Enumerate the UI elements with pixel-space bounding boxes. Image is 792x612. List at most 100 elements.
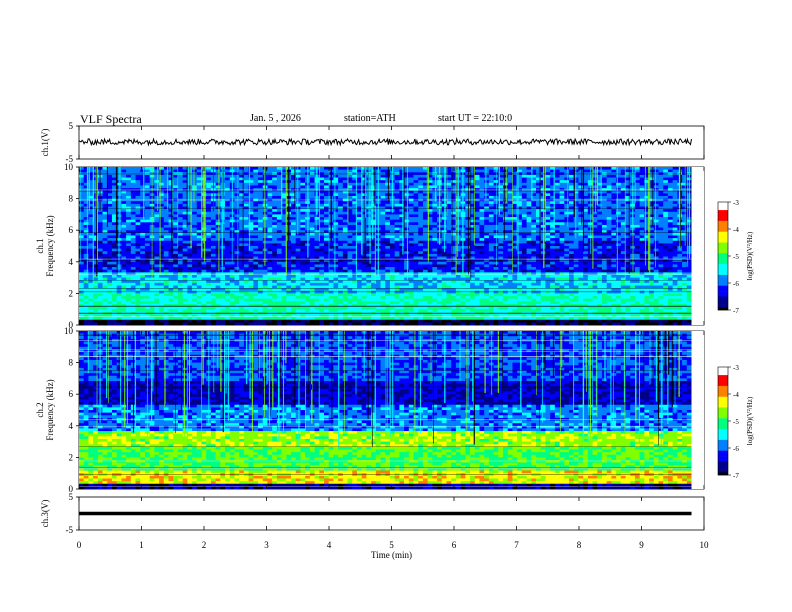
spectrogram-cell (144, 211, 151, 215)
spectrogram-cell (413, 195, 419, 199)
spectrogram-cell (210, 272, 217, 276)
spectrogram-cell (253, 290, 259, 294)
spectrogram-cell (229, 317, 235, 321)
spectrogram-cell (102, 298, 108, 302)
spectrogram-cell (234, 269, 240, 273)
spectrogram-cell (272, 201, 278, 205)
spectrogram-cell (154, 201, 160, 205)
spectrogram-cell (276, 290, 282, 294)
spectrogram-cell (220, 246, 226, 250)
spectrogram-cell (446, 301, 452, 305)
spectrogram-cell (243, 288, 250, 292)
spectrogram-cell (135, 177, 141, 181)
spectrogram-cell (168, 317, 174, 321)
spectrogram-cell (126, 306, 132, 310)
spectrogram-cell (300, 317, 306, 321)
spectrogram-cell (126, 248, 132, 252)
spectrogram-cell (102, 248, 108, 252)
spectrogram-cell (102, 222, 108, 226)
spectrogram-cell (342, 272, 348, 276)
spectrogram-cell (342, 322, 348, 326)
spectrogram-cell (192, 285, 198, 289)
spectrogram-cell (93, 306, 99, 310)
spectrogram-cell (258, 211, 264, 215)
spectrogram-cell (239, 264, 245, 268)
spectrogram-cell (295, 238, 301, 242)
spectrogram-cell (427, 280, 433, 284)
spectrogram-cell (258, 319, 264, 323)
spectrogram-cell (239, 193, 245, 197)
spectrogram-cell (413, 190, 419, 194)
spectrogram-cell (220, 319, 226, 323)
spectrogram-cell (418, 185, 424, 189)
spectrogram-cell (163, 217, 169, 221)
spectrogram-cell (328, 253, 334, 257)
spectrogram-cell (422, 203, 429, 207)
spectrogram-cell (418, 293, 424, 297)
spectrogram-cell (107, 246, 113, 250)
spectrogram-cell (215, 209, 221, 213)
spectrogram-cell (300, 167, 306, 171)
spectrogram-cell (210, 293, 217, 297)
spectrogram-cell (107, 274, 113, 278)
spectrogram-cell (258, 190, 264, 194)
spectrogram-cell (107, 227, 113, 231)
spectrogram-cell (83, 185, 89, 189)
spectrogram-cell (116, 280, 122, 284)
spectrogram-cell (380, 253, 386, 257)
spectrogram-cell (385, 222, 391, 226)
spectrogram-cell (413, 256, 419, 260)
spectrogram-cell (88, 267, 94, 271)
spectrogram-cell (399, 282, 405, 286)
spectrogram-cell (88, 264, 94, 268)
spectrogram-cell (333, 317, 339, 321)
spectrogram-cell (102, 296, 108, 300)
spectrogram-cell (111, 309, 118, 313)
spectrogram-cell (206, 298, 212, 302)
spectrogram-cell (243, 224, 250, 228)
spectrogram-cell (333, 209, 339, 213)
spectrogram-cell (140, 251, 146, 255)
spectrogram-cell (253, 224, 259, 228)
spectrogram-cell (130, 272, 136, 276)
spectrogram-cell (243, 322, 250, 326)
spectrogram-cell (427, 298, 433, 302)
spectrogram-cell (267, 269, 273, 273)
spectrogram-cell (149, 303, 155, 307)
spectrogram-cell (333, 217, 339, 221)
spectrogram-cell (144, 195, 151, 199)
spectrogram-cell (135, 280, 141, 284)
spectrogram-cell (210, 214, 217, 218)
spectrogram-cell (319, 169, 325, 173)
spectrogram-cell (210, 277, 217, 281)
spectrogram-cell (220, 238, 226, 242)
spectrogram-cell (267, 301, 273, 305)
spectrogram-cell (366, 243, 372, 247)
spectrogram-cell (281, 243, 287, 247)
spectrogram-cell (352, 314, 358, 318)
spectrogram-cell (418, 290, 424, 294)
spectrogram-cell (177, 256, 184, 260)
spectrogram-cell (159, 169, 165, 173)
spectrogram-cell (324, 282, 330, 286)
spectrogram-cell (399, 214, 405, 218)
spectrogram-cell (286, 280, 292, 284)
spectrogram-cell (135, 232, 141, 236)
spectrogram-cell (347, 309, 353, 313)
spectrogram-cell (182, 180, 188, 184)
spectrogram-cell (314, 309, 320, 313)
spectrogram-cell (286, 243, 292, 247)
spectrogram-cell (286, 282, 292, 286)
spectrogram-cell (267, 261, 273, 265)
spectrogram-cell (281, 290, 287, 294)
spectrogram-cell (234, 227, 240, 231)
spectrogram-cell (328, 267, 334, 271)
spectrogram-cell (135, 309, 141, 313)
spectrogram-cell (144, 267, 151, 271)
spectrogram-cell (220, 288, 226, 292)
spectrogram-cell (243, 267, 250, 271)
spectrogram-cell (220, 290, 226, 294)
spectrogram-cell (177, 230, 184, 234)
spectrogram-cell (154, 288, 160, 292)
spectrogram-cell (276, 248, 282, 252)
